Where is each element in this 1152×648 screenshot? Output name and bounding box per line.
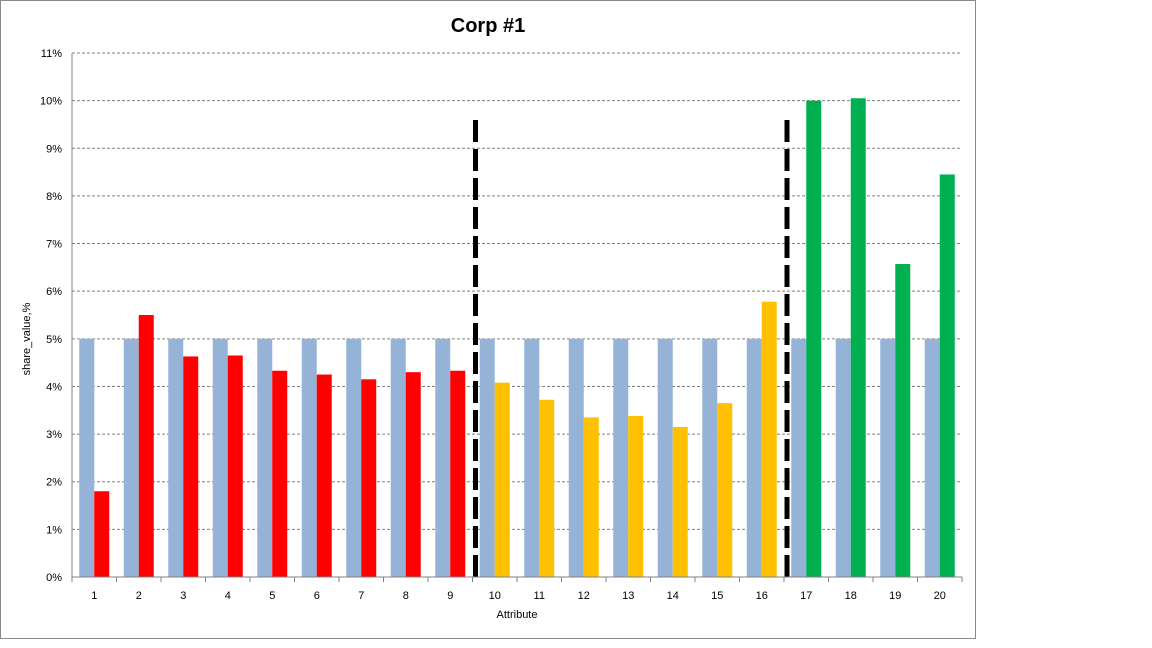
bar-attribute-share [850,98,866,577]
bar-baseline [791,338,807,577]
y-axis-title: share_value,% [21,302,33,375]
bar-baseline [123,338,139,577]
y-tick-label: 8% [46,191,62,203]
x-tick-label: 15 [711,590,723,602]
bar-attribute-share [539,399,555,577]
bar-attribute-share [405,372,421,577]
bar-attribute-share [94,491,110,577]
y-tick-label: 0% [46,572,62,584]
y-tick-label: 7% [46,239,62,251]
x-tick-label: 17 [800,590,812,602]
bar-attribute-share [806,100,822,578]
y-tick-label: 11% [41,48,62,60]
bar-baseline [479,338,495,577]
bar-baseline [257,338,273,577]
bar-attribute-share [316,374,332,577]
x-tick-label: 5 [269,590,275,602]
y-tick-label: 2% [46,477,62,489]
bar-baseline [346,338,362,577]
bar-baseline [168,338,184,577]
bar-attribute-share [494,382,510,577]
x-tick-label: 14 [667,590,679,602]
bar-attribute-share [361,379,377,577]
gridlines [72,52,962,530]
chart-title: Corp #1 [451,15,525,37]
y-tick-label: 5% [46,334,62,346]
bar-baseline [435,338,451,577]
y-tick-label: 6% [46,286,62,298]
bar-baseline [924,338,940,577]
bar-attribute-share [138,315,154,577]
x-tick-label: 2 [136,590,142,602]
x-tick-label: 12 [578,590,590,602]
bar-attribute-share [895,264,911,577]
x-tick-label: 7 [358,590,364,602]
x-tick-label: 19 [889,590,901,602]
x-tick-label: 20 [934,590,946,602]
bar-baseline [702,338,718,577]
x-tick-label: 11 [534,590,545,602]
y-tick-label: 10% [40,96,62,108]
x-tick-label: 9 [447,590,453,602]
y-tick-label: 4% [46,381,62,393]
y-tick-label: 3% [46,429,62,441]
y-tick-label: 1% [46,524,62,536]
bars [79,98,955,578]
bar-attribute-share [272,370,288,577]
axes: 0%1%2%3%4%5%6%7%8%9%10%11%1 2 3 4 5 6 7 8 9 10 11 1… [40,48,963,602]
x-tick-label: 6 [314,590,320,602]
bar-baseline [79,338,95,577]
bar-baseline [390,338,406,577]
bar-baseline [212,338,228,577]
bar-baseline [835,338,851,577]
bar-baseline [657,338,673,577]
dividers [473,117,790,577]
x-tick-label: 16 [756,590,768,602]
x-tick-label: 8 [403,590,409,602]
bar-baseline [568,338,584,577]
bar-attribute-share [583,417,599,577]
bar-attribute-share [183,356,199,577]
bar-baseline [301,338,317,577]
x-tick-label: 1 [91,590,97,602]
bar-attribute-share [450,370,466,577]
x-tick-label: 18 [845,590,857,602]
bar-baseline [524,338,540,577]
bar-attribute-share [761,301,777,577]
bar-attribute-share [227,355,243,577]
bar-attribute-share [939,174,955,578]
bar-baseline [880,338,896,577]
bar-baseline [613,338,629,577]
y-tick-label: 9% [46,143,62,155]
x-axis-title: Attribute [497,609,538,621]
x-tick-label: 13 [622,590,634,602]
x-tick-label: 3 [180,590,186,602]
x-tick-label: 4 [225,590,231,602]
bar-baseline [746,338,762,577]
bar-attribute-share [717,403,733,577]
bar-attribute-share [672,426,688,577]
x-tick-label: 10 [489,590,501,602]
bar-attribute-share [628,415,644,577]
